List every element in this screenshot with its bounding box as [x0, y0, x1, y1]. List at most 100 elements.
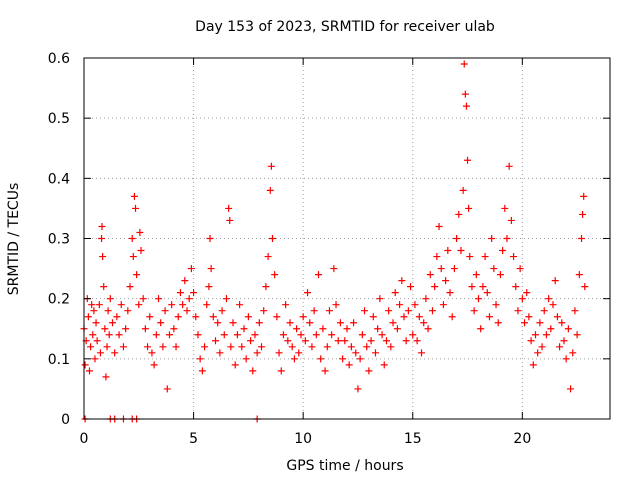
- data-point: [288, 343, 296, 351]
- data-point: [336, 319, 344, 327]
- data-point: [371, 349, 379, 357]
- data-point: [446, 289, 454, 297]
- data-point: [499, 247, 507, 255]
- data-point: [161, 307, 169, 315]
- x-tick-label: 15: [404, 431, 422, 447]
- data-point: [455, 210, 463, 218]
- data-point: [545, 295, 553, 303]
- data-point: [299, 313, 307, 321]
- data-point: [137, 247, 145, 255]
- data-point: [117, 301, 125, 309]
- data-point: [464, 156, 472, 164]
- data-point: [190, 289, 198, 297]
- data-point: [457, 247, 465, 255]
- data-point: [209, 313, 217, 321]
- data-point: [387, 343, 395, 351]
- data-point: [450, 265, 458, 273]
- data-point: [244, 313, 252, 321]
- data-point: [466, 253, 474, 261]
- data-point: [225, 204, 233, 212]
- data-point: [503, 235, 511, 242]
- data-point: [222, 295, 230, 303]
- data-point: [103, 343, 111, 351]
- data-point: [214, 319, 222, 327]
- data-point: [293, 325, 301, 333]
- data-point: [130, 192, 138, 200]
- y-tick-label: 0.4: [48, 171, 70, 187]
- data-point: [98, 222, 106, 230]
- data-points: [80, 60, 589, 423]
- data-point: [146, 313, 154, 321]
- data-point: [81, 361, 89, 369]
- data-point: [461, 90, 469, 98]
- data-point: [488, 235, 496, 242]
- data-point: [240, 325, 248, 333]
- data-point: [547, 325, 555, 333]
- data-point: [402, 337, 410, 345]
- data-point: [472, 271, 480, 279]
- data-point: [317, 355, 325, 363]
- data-point: [310, 307, 318, 315]
- data-point: [374, 325, 382, 333]
- data-point: [571, 307, 579, 315]
- data-point: [531, 331, 539, 339]
- data-point: [330, 265, 338, 273]
- data-point: [271, 271, 279, 279]
- data-point: [444, 247, 452, 255]
- data-point: [284, 337, 292, 345]
- data-point: [365, 367, 373, 375]
- data-point: [490, 265, 498, 273]
- data-point: [564, 325, 572, 333]
- data-point: [174, 313, 182, 321]
- data-point: [558, 319, 566, 327]
- data-point: [378, 331, 386, 339]
- data-point: [334, 337, 342, 345]
- data-point: [115, 331, 123, 339]
- data-point: [507, 216, 515, 224]
- data-point: [485, 313, 493, 321]
- data-point: [132, 204, 140, 212]
- data-point: [206, 235, 214, 242]
- data-point: [560, 337, 568, 345]
- data-point: [465, 204, 473, 212]
- data-point: [122, 325, 130, 333]
- data-point: [84, 313, 92, 321]
- data-point: [367, 337, 375, 345]
- data-point: [99, 253, 107, 261]
- data-point: [301, 337, 309, 345]
- data-point: [297, 331, 305, 339]
- data-point: [201, 343, 209, 351]
- data-point: [216, 349, 224, 357]
- data-point: [268, 235, 276, 242]
- data-point: [85, 367, 93, 375]
- x-tick-label: 10: [294, 431, 312, 447]
- data-point: [185, 295, 193, 303]
- data-point: [404, 307, 412, 315]
- data-point: [380, 361, 388, 369]
- data-point: [453, 235, 461, 242]
- data-point: [363, 343, 371, 351]
- data-point: [376, 295, 384, 303]
- data-point: [352, 349, 360, 357]
- data-point: [347, 343, 355, 351]
- data-point: [253, 349, 261, 357]
- data-point: [218, 307, 226, 315]
- data-point: [437, 265, 445, 273]
- data-point: [255, 319, 263, 327]
- data-point: [170, 325, 178, 333]
- data-point: [150, 361, 158, 369]
- data-point: [168, 301, 176, 309]
- data-point: [105, 331, 113, 339]
- data-point: [101, 325, 109, 333]
- data-point: [100, 283, 108, 291]
- data-point: [542, 331, 550, 339]
- data-point: [428, 307, 436, 315]
- x-axis-label: GPS time / hours: [286, 458, 403, 474]
- data-point: [282, 301, 290, 309]
- data-point: [538, 343, 546, 351]
- data-point: [325, 307, 333, 315]
- data-point: [264, 253, 272, 261]
- data-point: [159, 343, 167, 351]
- data-point: [87, 343, 95, 351]
- data-point: [556, 343, 564, 351]
